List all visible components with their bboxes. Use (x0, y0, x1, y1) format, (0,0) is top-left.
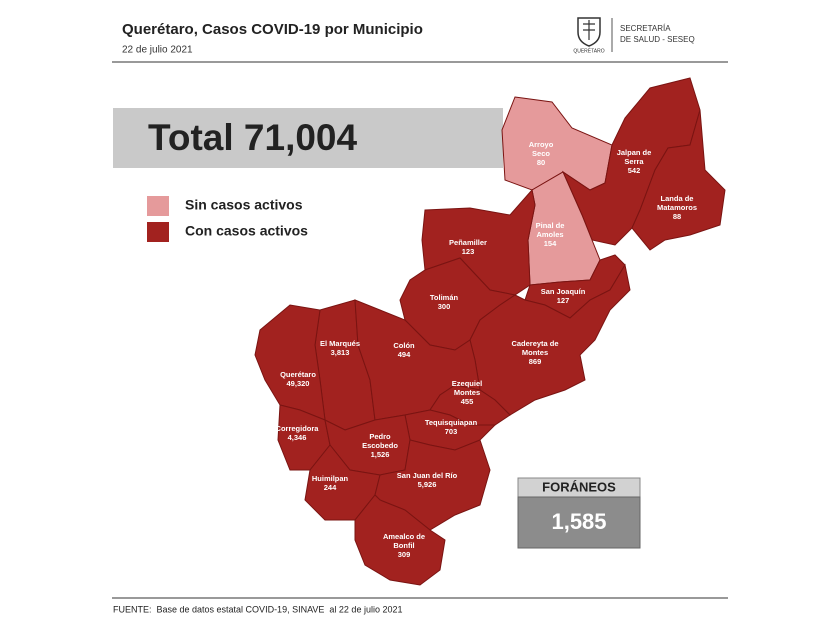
municipality-name: Pedro (369, 432, 391, 441)
legend-label: Con casos activos (185, 223, 308, 239)
total: Total 71,004 (148, 117, 358, 158)
municipality-name: Pinal de (536, 221, 565, 230)
municipality-name: Cadereyta de (511, 339, 558, 348)
municipality-name: Peñamiller (449, 238, 487, 247)
municipality-name: Montes (522, 348, 548, 357)
foraneos-value: 1,585 (551, 509, 606, 534)
agency: SECRETARÍA (620, 24, 671, 33)
municipality-cases: 309 (398, 550, 411, 559)
municipality-cases: 49,320 (287, 379, 310, 388)
municipality-cases: 88 (673, 212, 681, 221)
municipality-cases: 127 (557, 296, 570, 305)
date: 22 de julio 2021 (122, 45, 193, 56)
legend-label: Sin casos activos (185, 197, 303, 213)
municipality-name: Montes (454, 388, 480, 397)
municipality-cases: 80 (537, 158, 545, 167)
municipality-name: Jalpan de (617, 148, 652, 157)
municipality-name: Tequisquiapan (425, 418, 478, 427)
municipality (354, 494, 446, 586)
municipality-name: Bonfil (393, 541, 414, 550)
municipality-cases: 244 (324, 483, 337, 492)
legend-swatch (147, 196, 169, 216)
municipality-cases: 494 (398, 350, 411, 359)
municipality-name: Amealco de (383, 532, 425, 541)
municipality-name: Huimilpan (312, 474, 349, 483)
municipality-name: San Juan del Río (397, 471, 458, 480)
municipality-cases: 703 (445, 427, 458, 436)
foraneos-label: FORÁNEOS (542, 479, 616, 494)
municipality-name: San Joaquín (541, 287, 586, 296)
municipality (631, 109, 726, 251)
municipality-cases: 154 (544, 239, 557, 248)
agency: DE SALUD - SESEQ (620, 35, 695, 44)
municipality-cases: 123 (462, 247, 475, 256)
municipality-name: Amoles (536, 230, 563, 239)
municipality-name: Colón (393, 341, 415, 350)
municipality-cases: 3,813 (331, 348, 350, 357)
municipality-cases: 1,526 (371, 450, 390, 459)
municipality-name: Serra (624, 157, 644, 166)
source: FUENTE: Base de datos estatal COVID-19, … (113, 604, 402, 614)
total-box (113, 108, 503, 168)
map (254, 77, 726, 586)
municipality-name: Arroyo (529, 140, 554, 149)
title: Querétaro, Casos COVID-19 por Municipio (122, 21, 423, 38)
municipality-name: Seco (532, 149, 550, 158)
municipality-cases: 300 (438, 302, 451, 311)
municipality-cases: 455 (461, 397, 474, 406)
municipality-cases: 542 (628, 166, 641, 175)
legend-swatch (147, 222, 169, 242)
municipality-name: Landa de (661, 194, 694, 203)
municipality-name: Querétaro (280, 370, 316, 379)
logo: QUERÉTARO (573, 17, 605, 54)
municipality-name: Corregidora (276, 424, 320, 433)
municipality-name: Ezequiel (452, 379, 482, 388)
municipality (254, 304, 326, 421)
municipality-cases: 869 (529, 357, 542, 366)
municipality-name: Tolimán (430, 293, 459, 302)
municipality-cases: 4,346 (288, 433, 307, 442)
municipality-name: El Marqués (320, 339, 360, 348)
logo-text: QUERÉTARO (573, 47, 604, 54)
foraneos-value-box (517, 496, 641, 549)
municipality-name: Escobedo (362, 441, 398, 450)
municipality-cases: 5,926 (418, 480, 437, 489)
municipality-name: Matamoros (657, 203, 697, 212)
